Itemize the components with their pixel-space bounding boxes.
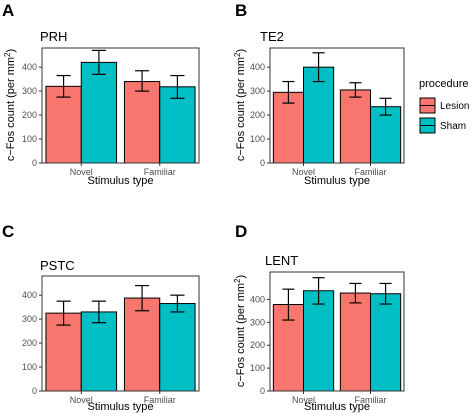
- y-axis-title: c−Fos count (per mm2): [3, 49, 17, 161]
- x-axis-title: Stimulus type: [87, 401, 153, 413]
- bar-sham-novel: [80, 61, 118, 164]
- bar-lesion-familiar: [123, 297, 161, 392]
- y-tick-label: 400: [22, 290, 37, 300]
- y-tick-label: 100: [22, 362, 37, 372]
- y-tick-label: 0: [260, 386, 265, 396]
- x-tick-label: Novel: [292, 167, 315, 177]
- x-tick-label: Familiar: [354, 167, 386, 177]
- y-tick-label: 0: [32, 158, 37, 168]
- panel-title: PRH: [40, 29, 67, 44]
- plot-border: [269, 47, 405, 164]
- panel-letter: C: [2, 222, 14, 241]
- x-axis-title: Stimulus type: [304, 175, 370, 187]
- y-tick-label: 300: [22, 86, 37, 96]
- panel-letter: A: [2, 1, 14, 20]
- bar-sham-familiar: [370, 293, 402, 392]
- x-tick-label: Novel: [70, 395, 93, 405]
- x-tick-label: Familiar: [144, 167, 176, 177]
- y-tick-label: 300: [250, 86, 265, 96]
- bar-sham-familiar: [159, 86, 196, 164]
- plot-border: [41, 275, 200, 392]
- panel-title: LENT: [265, 253, 298, 268]
- y-tick-label: 100: [250, 363, 265, 373]
- bar-lesion-familiar: [339, 89, 372, 164]
- panel-c: C PSTC 0 100 200 300 400 Novel FamiliarStimulus …: [2, 222, 200, 413]
- bar-lesion-novel: [45, 312, 82, 392]
- x-axis-title: Stimulus type: [304, 401, 370, 413]
- bar-sham-familiar: [159, 303, 196, 392]
- panel-d: D LENT 0 100 200 300 400 Novel FamiliarStimulus …: [233, 222, 405, 413]
- x-tick-label: Novel: [292, 395, 315, 405]
- plot-border: [269, 271, 405, 392]
- y-axis-title: c−Fos count (per mm2): [233, 49, 247, 161]
- y-tick-label: 400: [250, 294, 265, 304]
- panel-letter: D: [235, 222, 247, 241]
- bar-sham-novel: [303, 290, 335, 392]
- panel-title: TE2: [260, 29, 284, 44]
- y-axis-title: c−Fos count (per mm2): [233, 275, 247, 387]
- bar-lesion-familiar: [339, 292, 372, 392]
- y-tick-label: 200: [22, 110, 37, 120]
- legend: procedure Lesion Sham: [419, 78, 469, 134]
- panel-title: PSTC: [40, 258, 75, 273]
- x-tick-label: Familiar: [144, 395, 176, 405]
- bar-lesion-novel: [45, 85, 82, 164]
- y-tick-label: 100: [250, 134, 265, 144]
- legend-title: procedure: [419, 78, 469, 90]
- y-tick-label: 300: [250, 317, 265, 327]
- x-axis-title: Stimulus type: [87, 175, 153, 187]
- y-tick-label: 100: [22, 134, 37, 144]
- bar-lesion-novel: [272, 91, 305, 164]
- y-tick-label: 0: [32, 386, 37, 396]
- y-tick-label: 200: [22, 338, 37, 348]
- y-tick-label: 400: [250, 62, 265, 72]
- y-tick-label: 400: [22, 62, 37, 72]
- x-tick-label: Familiar: [354, 395, 386, 405]
- bar-sham-novel: [80, 311, 118, 392]
- legend-label-sham: Sham: [440, 121, 466, 132]
- y-tick-label: 300: [22, 314, 37, 324]
- panel-letter: B: [235, 1, 247, 20]
- y-tick-label: 0: [260, 158, 265, 168]
- bar-lesion-familiar: [123, 81, 161, 164]
- x-tick-label: Novel: [70, 167, 93, 177]
- y-tick-label: 200: [250, 110, 265, 120]
- y-tick-label: 200: [250, 340, 265, 350]
- legend-label-lesion: Lesion: [440, 101, 469, 112]
- bar-sham-familiar: [370, 106, 402, 164]
- plot-border: [41, 47, 200, 164]
